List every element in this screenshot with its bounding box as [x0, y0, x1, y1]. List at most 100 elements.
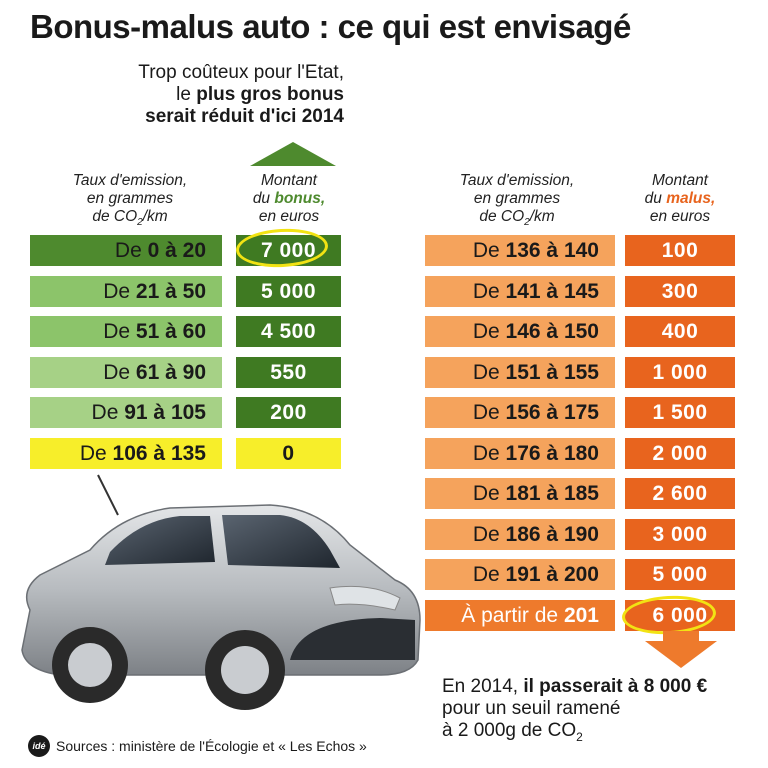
- bonus-range-prefix: De: [114, 239, 148, 262]
- malus-range-to: 185: [563, 482, 599, 505]
- bonus-amount: 550: [236, 356, 341, 388]
- arrow-down-icon: [645, 641, 717, 668]
- malus-row-range: De 151 à 155: [425, 356, 615, 388]
- malus-header-malus-word: malus,: [666, 190, 716, 207]
- bonus-header-montant-line3: en euros: [258, 208, 320, 225]
- malus-header-taux: Taux d'emission, en grammes de CO2/km: [432, 172, 602, 232]
- malus-header-taux-line3: de CO2/km: [479, 208, 555, 229]
- bonus-range-separator: à: [159, 279, 183, 303]
- malus-amount: 100: [625, 235, 735, 266]
- sources-text: Sources : ministère de l'Écologie et « L…: [56, 738, 367, 754]
- malus-row-range: À partir de 201: [425, 599, 615, 631]
- bonus-range-to: 90: [182, 360, 206, 384]
- car-front-grille: [290, 618, 415, 660]
- bonus-row-range: De 21 à 50: [30, 275, 222, 307]
- malus-range-to: 201: [563, 603, 599, 627]
- malus-range-separator: à: [540, 239, 564, 262]
- malus-range-to: 140: [563, 239, 599, 262]
- malus-header-montant: Montant du malus, en euros: [625, 172, 735, 226]
- malus-range-from: 176: [505, 441, 541, 465]
- bonus-row-range: De 61 à 90: [30, 356, 222, 388]
- car-antenna: [97, 474, 119, 516]
- bonus-header-taux-line1: Taux d'emission,: [72, 172, 188, 189]
- footnote-line-2: pour un seuil ramené: [442, 698, 621, 719]
- bonus-range-separator: à: [147, 441, 171, 465]
- malus-range-from: 141: [505, 279, 541, 303]
- malus-header-montant-line3: en euros: [649, 208, 711, 225]
- bonus-range-to: 20: [182, 239, 206, 262]
- note-line-2-bold: plus gros bonus: [196, 84, 344, 105]
- malus-range-prefix: De: [472, 563, 506, 586]
- bonus-row-range: De 0 à 20: [30, 235, 222, 266]
- bonus-range-prefix: De: [103, 279, 136, 303]
- bonus-range-from: 21: [135, 279, 160, 303]
- footnote-line-3-pre: à 2 000g de CO: [442, 720, 577, 741]
- malus-range-to: 155: [563, 360, 599, 384]
- malus-amount: 5 000: [625, 559, 735, 590]
- bonus-range-separator: à: [159, 360, 183, 384]
- malus-amount: 2 600: [625, 478, 735, 509]
- bonus-amount: 4 500: [236, 316, 341, 347]
- note-line-2-pre: le: [176, 84, 197, 105]
- malus-range-prefix: De: [472, 360, 506, 384]
- malus-header-taux-line1: Taux d'emission,: [459, 172, 575, 189]
- malus-range-from: 191: [505, 563, 541, 586]
- bonus-header-taux-line2: en grammes: [86, 190, 174, 207]
- malus-header-du: du: [644, 190, 667, 207]
- bonus-range-separator: à: [159, 320, 183, 343]
- malus-range-to: 180: [563, 441, 599, 465]
- bonus-row-range: De 91 à 105: [30, 397, 222, 428]
- bonus-header-montant-line2: du bonus,: [234, 190, 344, 208]
- bonus-range-from: 91: [124, 401, 148, 424]
- malus-range-separator: à: [540, 563, 564, 586]
- malus-range-from: 186: [505, 522, 541, 546]
- bonus-range-prefix: De: [103, 360, 136, 384]
- malus-range-from: 181: [505, 482, 541, 505]
- malus-range-prefix: De: [472, 320, 506, 343]
- malus-header-montant-line1: Montant: [651, 172, 708, 189]
- car-rear-window: [105, 516, 215, 565]
- bonus-header-co: de CO: [92, 208, 138, 225]
- malus-row-range: De 191 à 200: [425, 559, 615, 590]
- malus-range-to: 200: [563, 563, 599, 586]
- car-illustration: [21, 474, 421, 710]
- malus-row-range: De 186 à 190: [425, 518, 615, 550]
- malus-amount: 400: [625, 316, 735, 347]
- bonus-range-to: 105: [170, 401, 206, 424]
- malus-range-from: 156: [505, 401, 541, 424]
- malus-header-km: /km: [529, 208, 555, 225]
- bonus-range-from: 0: [147, 239, 160, 262]
- malus-range-to: 190: [563, 522, 599, 546]
- bonus-range-to: 60: [182, 320, 206, 343]
- malus-range-from: 136: [505, 239, 541, 262]
- bonus-header-montant-line1: Montant: [260, 172, 317, 189]
- bonus-amount: 200: [236, 397, 341, 428]
- malus-amount: 1 500: [625, 397, 735, 428]
- bonus-range-from: 106: [112, 441, 148, 465]
- bonus-range-separator: à: [147, 401, 171, 424]
- bonus-header-montant: Montant du bonus, en euros: [234, 172, 344, 226]
- bonus-range-prefix: De: [79, 441, 113, 465]
- publisher-logo: idé: [28, 735, 50, 757]
- arrow-up-icon: [250, 142, 336, 166]
- bonus-range-prefix: De: [103, 320, 136, 343]
- malus-range-prefix: De: [472, 441, 506, 465]
- note-line-3-bold: serait réduit d'ici 2014: [145, 106, 344, 127]
- malus-range-from: 151: [505, 360, 541, 384]
- footnote-line-3-sub: 2: [576, 729, 583, 744]
- car-headlight: [329, 585, 401, 611]
- malus-row-range: De 146 à 150: [425, 316, 615, 347]
- footnote-pre: En 2014,: [442, 676, 524, 697]
- footnote: En 2014, il passerait à 8 000 € pour un …: [442, 676, 762, 748]
- sources: idé Sources : ministère de l'Écologie et…: [28, 735, 367, 757]
- footnote-line-1: En 2014, il passerait à 8 000 €: [442, 676, 762, 698]
- malus-range-separator: à: [540, 441, 564, 465]
- malus-row-range: De 156 à 175: [425, 397, 615, 428]
- malus-header-taux-line2: en grammes: [473, 190, 561, 207]
- bonus-range-separator: à: [159, 239, 183, 262]
- bonus-row-range: De 106 à 135: [30, 437, 222, 469]
- bonus-range-to: 135: [170, 441, 206, 465]
- malus-range-separator: à: [540, 360, 564, 384]
- malus-row-range: De 136 à 140: [425, 235, 615, 266]
- bonus-range-from: 61: [135, 360, 160, 384]
